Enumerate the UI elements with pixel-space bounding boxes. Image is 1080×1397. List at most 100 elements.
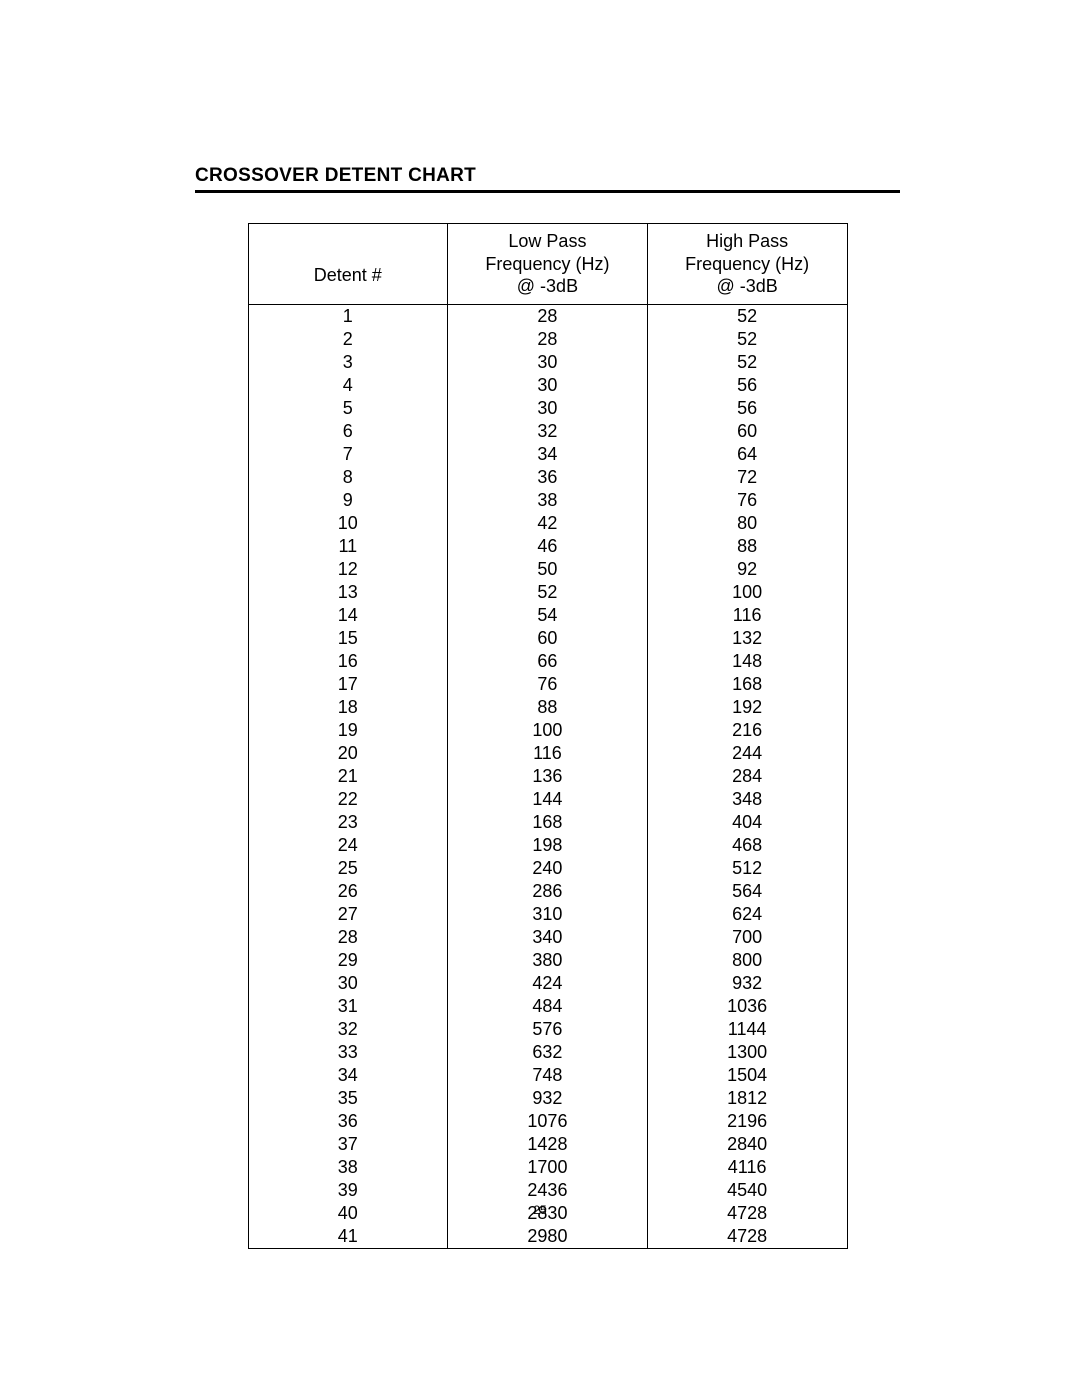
cell-highpass: 284 [647, 765, 847, 788]
cell-detent: 27 [248, 903, 448, 926]
cell-lowpass: 380 [448, 949, 648, 972]
cell-highpass: 92 [647, 558, 847, 581]
cell-detent: 6 [248, 420, 448, 443]
cell-detent: 9 [248, 489, 448, 512]
header-line: Frequency (Hz) [685, 254, 809, 274]
cell-highpass: 1144 [647, 1018, 847, 1041]
cell-detent: 39 [248, 1179, 448, 1202]
cell-highpass: 564 [647, 880, 847, 903]
header-line: @ -3dB [517, 276, 578, 296]
table-row: 125092 [248, 558, 847, 581]
cell-highpass: 116 [647, 604, 847, 627]
cell-lowpass: 30 [448, 351, 648, 374]
cell-highpass: 2840 [647, 1133, 847, 1156]
cell-highpass: 4728 [647, 1225, 847, 1249]
cell-lowpass: 42 [448, 512, 648, 535]
cell-lowpass: 34 [448, 443, 648, 466]
cell-lowpass: 76 [448, 673, 648, 696]
cell-lowpass: 88 [448, 696, 648, 719]
table-row: 1454116 [248, 604, 847, 627]
cell-highpass: 4116 [647, 1156, 847, 1179]
cell-detent: 26 [248, 880, 448, 903]
table-row: 4129804728 [248, 1225, 847, 1249]
cell-detent: 31 [248, 995, 448, 1018]
table-row: 314841036 [248, 995, 847, 1018]
cell-detent: 21 [248, 765, 448, 788]
cell-lowpass: 168 [448, 811, 648, 834]
cell-lowpass: 632 [448, 1041, 648, 1064]
cell-lowpass: 28 [448, 328, 648, 351]
table-row: 3817004116 [248, 1156, 847, 1179]
cell-highpass: 132 [647, 627, 847, 650]
cell-highpass: 1504 [647, 1064, 847, 1087]
cell-highpass: 1300 [647, 1041, 847, 1064]
cell-highpass: 60 [647, 420, 847, 443]
cell-detent: 11 [248, 535, 448, 558]
cell-lowpass: 54 [448, 604, 648, 627]
cell-lowpass: 310 [448, 903, 648, 926]
cell-lowpass: 748 [448, 1064, 648, 1087]
cell-detent: 35 [248, 1087, 448, 1110]
cell-lowpass: 1700 [448, 1156, 648, 1179]
cell-highpass: 56 [647, 397, 847, 420]
cell-lowpass: 198 [448, 834, 648, 857]
cell-highpass: 932 [647, 972, 847, 995]
cell-lowpass: 1428 [448, 1133, 648, 1156]
cell-highpass: 52 [647, 304, 847, 328]
cell-lowpass: 240 [448, 857, 648, 880]
column-header-lowpass: Low Pass Frequency (Hz) @ -3dB [448, 224, 648, 305]
cell-lowpass: 144 [448, 788, 648, 811]
table-row: 30424932 [248, 972, 847, 995]
cell-lowpass: 424 [448, 972, 648, 995]
cell-highpass: 76 [647, 489, 847, 512]
cell-highpass: 4540 [647, 1179, 847, 1202]
cell-detent: 8 [248, 466, 448, 489]
cell-detent: 25 [248, 857, 448, 880]
table-row: 26286564 [248, 880, 847, 903]
table-row: 12852 [248, 304, 847, 328]
table-row: 53056 [248, 397, 847, 420]
table-body: 1285222852330524305653056632607346483672… [248, 304, 847, 1248]
table-row: 1776168 [248, 673, 847, 696]
table-row: 22852 [248, 328, 847, 351]
cell-lowpass: 30 [448, 374, 648, 397]
table-row: 3714282840 [248, 1133, 847, 1156]
table-row: 23168404 [248, 811, 847, 834]
cell-detent: 34 [248, 1064, 448, 1087]
table-row: 104280 [248, 512, 847, 535]
cell-highpass: 192 [647, 696, 847, 719]
table-header: Detent # Low Pass Frequency (Hz) @ -3dB … [248, 224, 847, 305]
cell-lowpass: 932 [448, 1087, 648, 1110]
header-line: @ -3dB [716, 276, 777, 296]
title-wrap: CROSSOVER DETENT CHART [195, 165, 900, 193]
cell-detent: 23 [248, 811, 448, 834]
cell-highpass: 1036 [647, 995, 847, 1018]
cell-highpass: 244 [647, 742, 847, 765]
cell-lowpass: 66 [448, 650, 648, 673]
cell-detent: 36 [248, 1110, 448, 1133]
cell-highpass: 52 [647, 351, 847, 374]
cell-detent: 18 [248, 696, 448, 719]
cell-highpass: 168 [647, 673, 847, 696]
cell-highpass: 348 [647, 788, 847, 811]
cell-lowpass: 340 [448, 926, 648, 949]
column-header-highpass: High Pass Frequency (Hz) @ -3dB [647, 224, 847, 305]
cell-lowpass: 32 [448, 420, 648, 443]
cell-detent: 37 [248, 1133, 448, 1156]
table-row: 336321300 [248, 1041, 847, 1064]
table-row: 1352100 [248, 581, 847, 604]
cell-highpass: 512 [647, 857, 847, 880]
cell-lowpass: 52 [448, 581, 648, 604]
table-row: 19100216 [248, 719, 847, 742]
cell-detent: 14 [248, 604, 448, 627]
cell-detent: 13 [248, 581, 448, 604]
header-line: Detent # [314, 265, 382, 285]
page-title: CROSSOVER DETENT CHART [195, 165, 476, 186]
cell-detent: 16 [248, 650, 448, 673]
cell-lowpass: 30 [448, 397, 648, 420]
cell-highpass: 148 [647, 650, 847, 673]
cell-detent: 41 [248, 1225, 448, 1249]
table-row: 3924364540 [248, 1179, 847, 1202]
cell-detent: 1 [248, 304, 448, 328]
cell-detent: 33 [248, 1041, 448, 1064]
